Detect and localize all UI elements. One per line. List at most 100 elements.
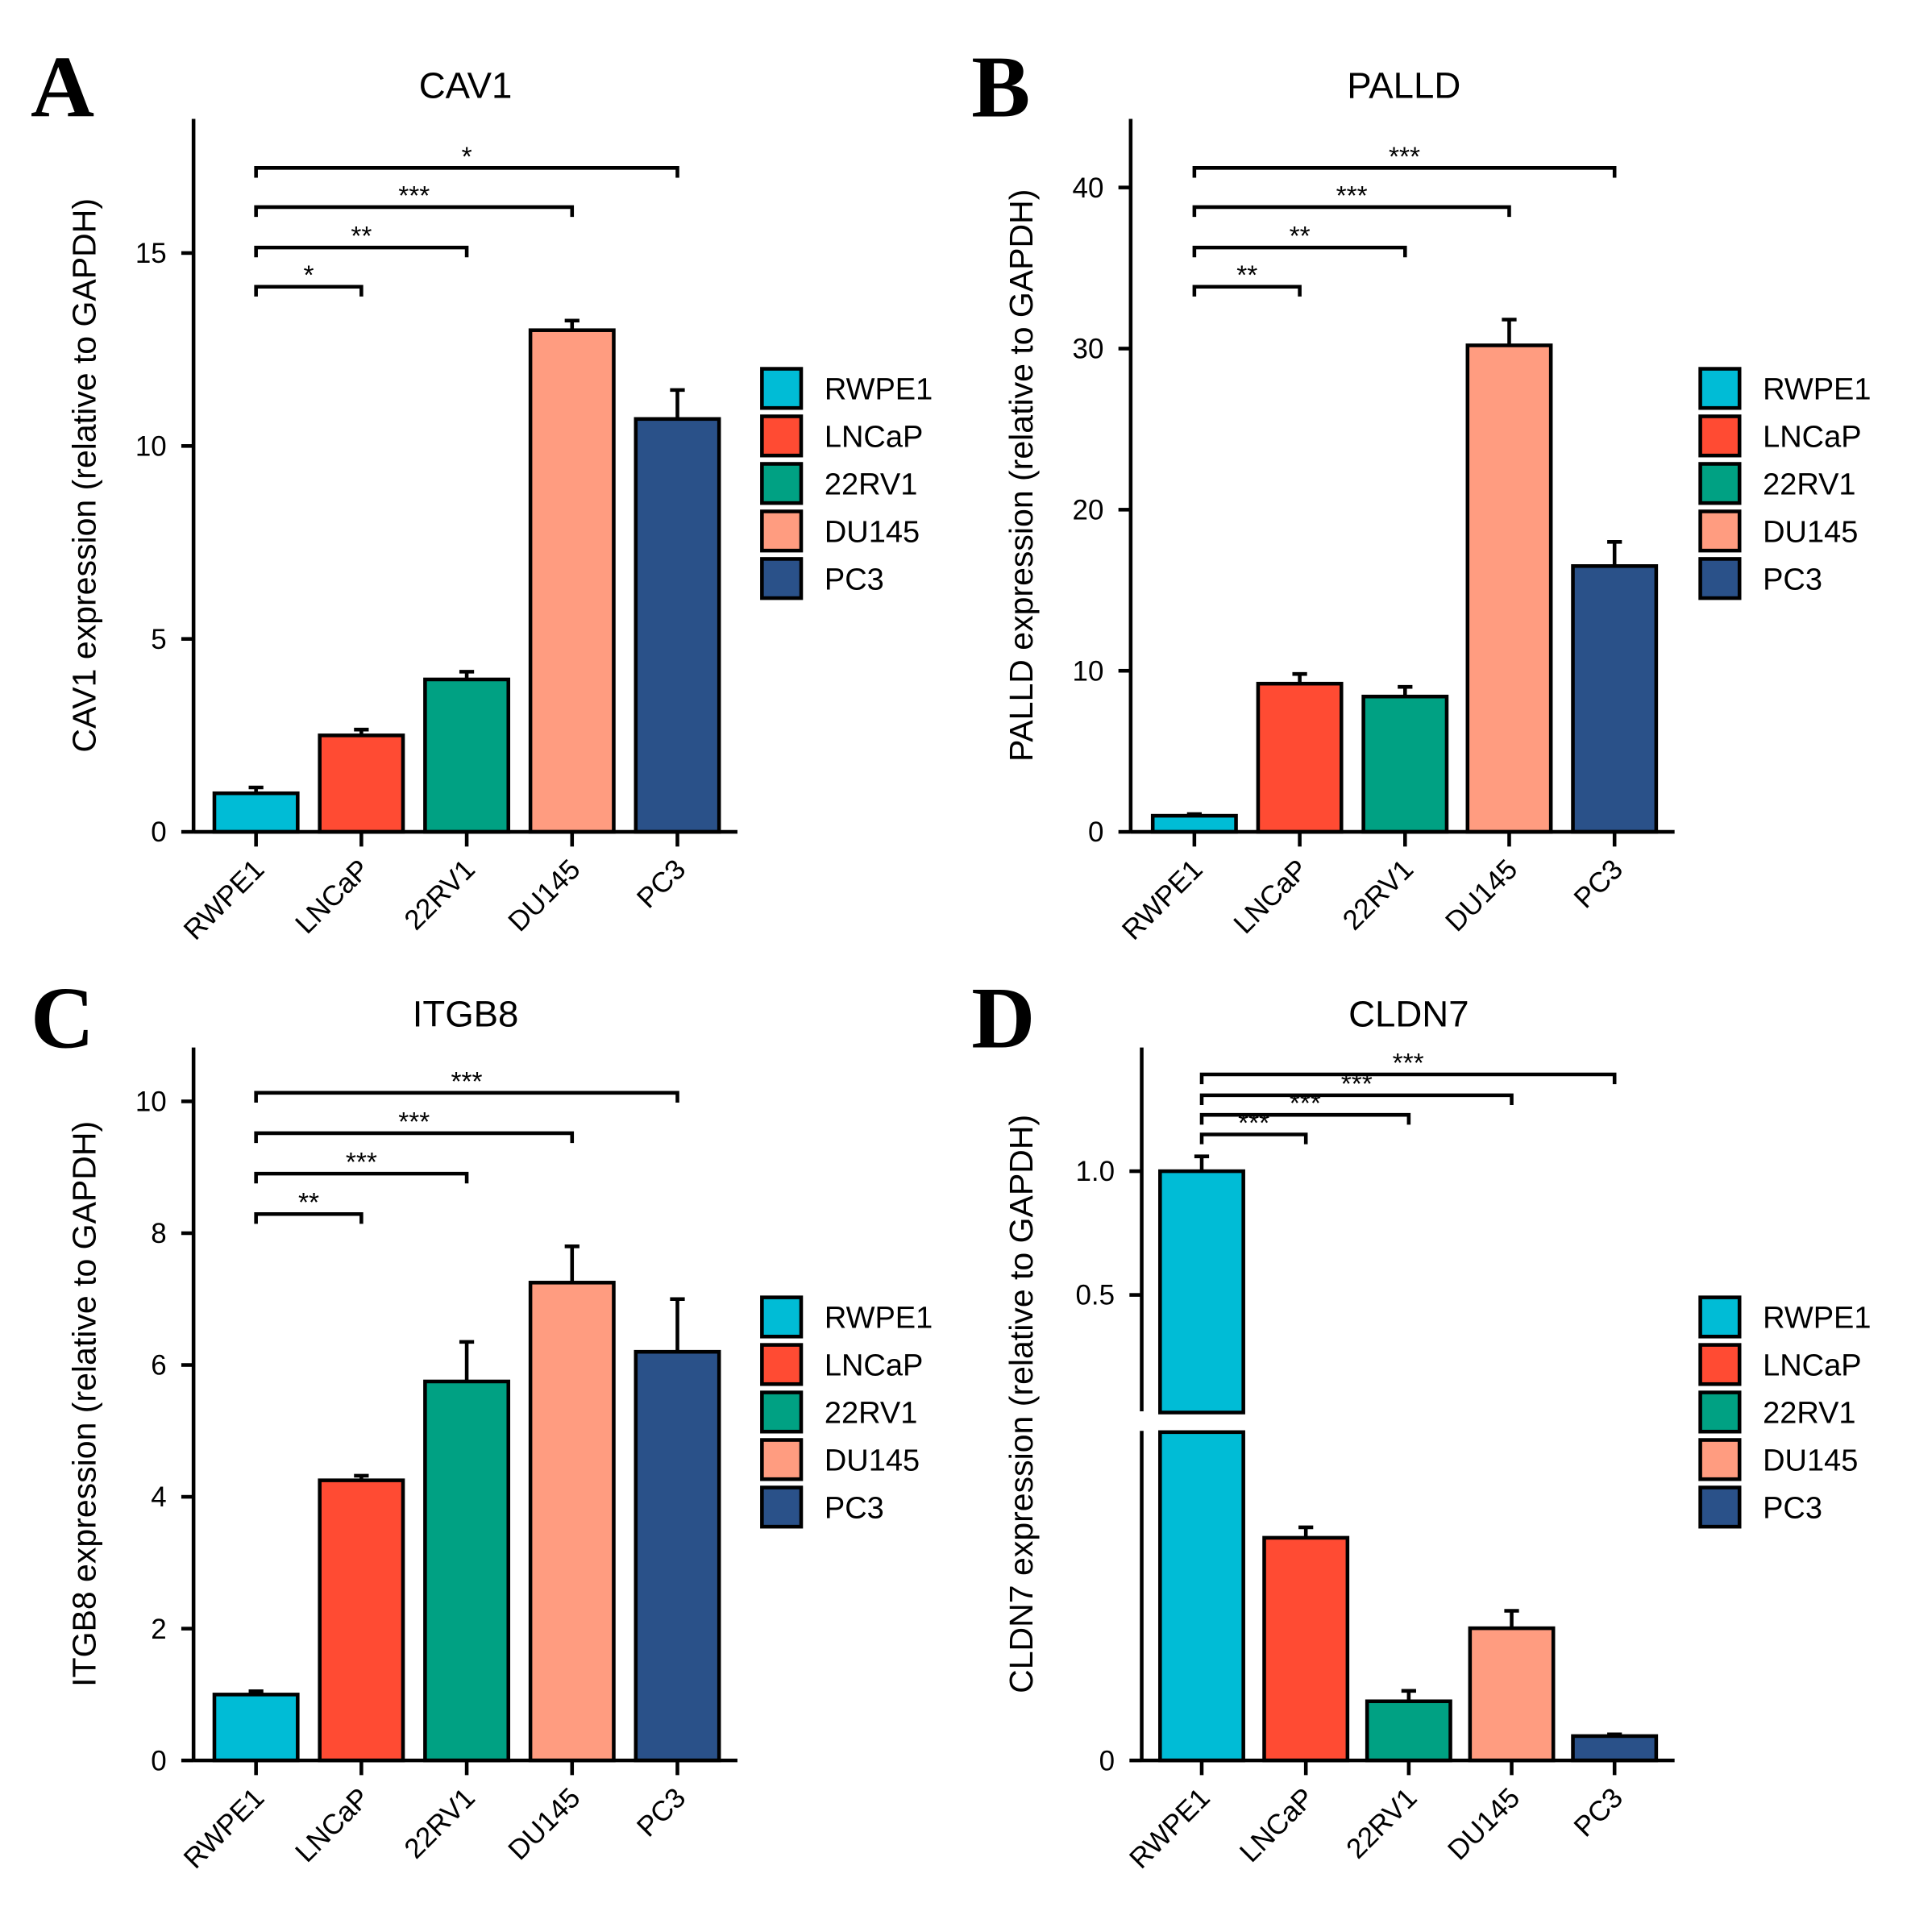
x-tick-label: LNCaP bbox=[289, 854, 376, 940]
significance-bracket bbox=[1192, 285, 1302, 297]
legend-swatch bbox=[1698, 557, 1742, 600]
significance-label: *** bbox=[398, 181, 430, 211]
legend-swatch bbox=[760, 1438, 804, 1481]
bar bbox=[634, 417, 721, 834]
legend-swatch bbox=[760, 414, 804, 458]
significance-label: ** bbox=[1290, 222, 1311, 251]
significance-bracket bbox=[254, 166, 679, 178]
chart-title: PALLD bbox=[1347, 65, 1460, 106]
legend-label: PC3 bbox=[1763, 563, 1822, 596]
y-axis-label: PALLD expression (relative to GAPDH) bbox=[1003, 189, 1040, 762]
legend-swatch bbox=[1698, 509, 1742, 553]
y-tick-label: 0 bbox=[1099, 1745, 1115, 1776]
panel-B: B PALLD PALLD expression (relative to GAPD… bbox=[971, 37, 1871, 945]
legend-swatch bbox=[760, 1343, 804, 1386]
x-tick-label: 22RV1 bbox=[398, 1782, 481, 1865]
bar bbox=[528, 328, 616, 834]
panel-letter: A bbox=[31, 37, 94, 135]
bar bbox=[212, 791, 300, 834]
significance-label: * bbox=[303, 261, 314, 291]
significance-bracket bbox=[254, 1211, 364, 1224]
significance-bracket bbox=[1192, 166, 1617, 178]
chart-title: CAV1 bbox=[419, 65, 513, 106]
legend-label: LNCaP bbox=[825, 421, 923, 455]
panel-D: D CLDN7 CLDN7 expression (relative to GAPD… bbox=[971, 969, 1871, 1875]
x-tick-label: 22RV1 bbox=[1340, 1782, 1423, 1865]
panel-A: A CAV1 CAV1 expression (relative to GAPDH)… bbox=[31, 37, 933, 945]
chart-title: ITGB8 bbox=[413, 994, 519, 1035]
significance-label: ** bbox=[351, 222, 372, 251]
legend-label: DU145 bbox=[1763, 1444, 1858, 1478]
panel-letter: D bbox=[971, 969, 1035, 1067]
bar bbox=[1365, 1699, 1452, 1763]
y-tick-label: 30 bbox=[1073, 334, 1104, 365]
bar bbox=[1571, 564, 1659, 834]
significance-label: * bbox=[462, 142, 472, 172]
x-tick-label: DU145 bbox=[1442, 1782, 1526, 1866]
legend-swatch bbox=[760, 557, 804, 600]
x-tick-label: PC3 bbox=[1568, 854, 1629, 915]
y-tick-label: 0 bbox=[151, 816, 166, 848]
significance-bracket bbox=[1199, 1072, 1617, 1085]
bar bbox=[1571, 1734, 1659, 1763]
bar bbox=[1361, 694, 1449, 834]
bar bbox=[318, 733, 405, 834]
significance-label: *** bbox=[398, 1107, 430, 1137]
legend-label: LNCaP bbox=[825, 1349, 923, 1383]
panel-C: C ITGB8 ITGB8 expression (relative to GAPD… bbox=[31, 969, 933, 1875]
bar bbox=[1262, 1535, 1350, 1763]
x-tick-label: PC3 bbox=[631, 854, 692, 915]
legend-label: 22RV1 bbox=[825, 1397, 917, 1431]
legend-swatch bbox=[1698, 1295, 1742, 1339]
bar bbox=[1150, 813, 1238, 834]
bar bbox=[1158, 1169, 1245, 1415]
legend-swatch bbox=[1698, 367, 1742, 410]
legend-label: RWPE1 bbox=[1763, 1302, 1871, 1336]
y-tick-label: 1.0 bbox=[1076, 1156, 1115, 1187]
y-tick-label: 15 bbox=[135, 238, 167, 269]
bar bbox=[212, 1693, 300, 1763]
significance-bracket bbox=[254, 1171, 469, 1184]
significance-bracket bbox=[254, 1131, 575, 1144]
significance-label: *** bbox=[346, 1148, 377, 1178]
bar bbox=[318, 1478, 405, 1763]
x-tick-label: RWPE1 bbox=[177, 854, 270, 946]
x-tick-label: LNCaP bbox=[1234, 1782, 1320, 1868]
y-tick-label: 40 bbox=[1073, 172, 1104, 204]
y-tick-label: 10 bbox=[135, 1086, 167, 1118]
x-tick-label: 22RV1 bbox=[1336, 854, 1419, 937]
y-tick-label: 8 bbox=[151, 1218, 166, 1249]
y-tick-label: 6 bbox=[151, 1350, 166, 1381]
legend-swatch bbox=[1698, 1390, 1742, 1434]
bar-lower-segment bbox=[1158, 1430, 1245, 1763]
legend-swatch bbox=[760, 509, 804, 553]
legend-swatch bbox=[1698, 1343, 1742, 1386]
legend-swatch bbox=[760, 1295, 804, 1339]
legend-label: 22RV1 bbox=[825, 468, 917, 502]
legend-label: LNCaP bbox=[1763, 421, 1861, 455]
significance-label: *** bbox=[1336, 181, 1368, 211]
x-tick-label: RWPE1 bbox=[1124, 1782, 1216, 1875]
x-tick-label: RWPE1 bbox=[1116, 854, 1209, 946]
legend-swatch bbox=[1698, 1438, 1742, 1481]
bar bbox=[1468, 1626, 1556, 1763]
y-tick-label: 10 bbox=[1073, 655, 1104, 687]
legend-swatch bbox=[760, 367, 804, 410]
panel-letter: C bbox=[31, 969, 94, 1067]
legend-label: RWPE1 bbox=[1763, 373, 1871, 407]
significance-label: ** bbox=[298, 1188, 319, 1218]
x-tick-label: PC3 bbox=[1568, 1782, 1629, 1843]
x-tick-label: DU145 bbox=[1439, 854, 1523, 937]
legend-swatch bbox=[760, 1390, 804, 1434]
legend-label: PC3 bbox=[1763, 1492, 1822, 1526]
legend-label: LNCaP bbox=[1763, 1349, 1861, 1383]
y-axis-label: ITGB8 expression (relative to GAPDH) bbox=[66, 1121, 103, 1687]
significance-label: ** bbox=[1236, 261, 1257, 291]
significance-bracket bbox=[1192, 205, 1511, 218]
y-axis-label: CAV1 expression (relative to GAPDH) bbox=[66, 198, 103, 753]
y-tick-label: 0.5 bbox=[1076, 1280, 1115, 1311]
bar bbox=[1256, 681, 1344, 834]
legend-label: 22RV1 bbox=[1763, 1397, 1855, 1431]
x-tick-label: DU145 bbox=[502, 1782, 586, 1866]
